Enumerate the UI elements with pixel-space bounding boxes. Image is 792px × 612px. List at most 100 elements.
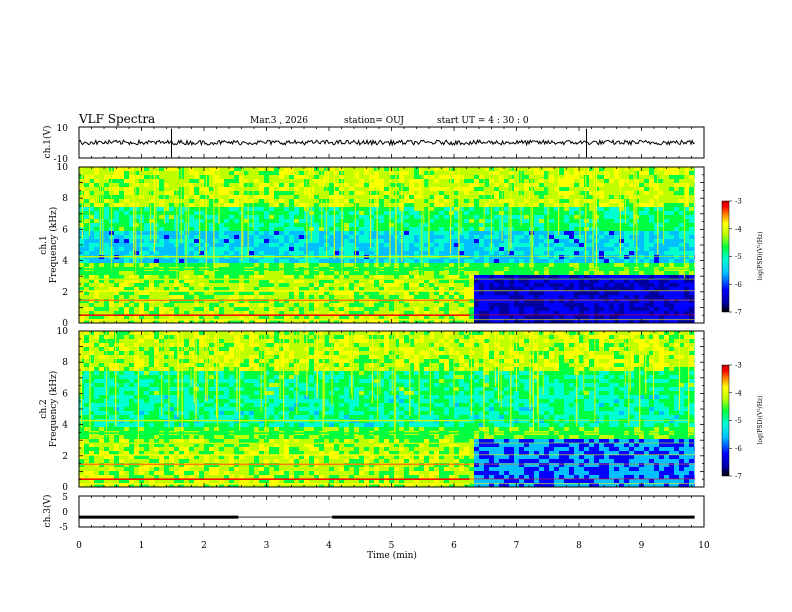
- spectrogram-cell: [94, 303, 99, 307]
- spectrogram-streak: [325, 167, 328, 256]
- spectrogram-cell: [404, 319, 409, 323]
- spectrogram-cell: [669, 255, 674, 259]
- spectrogram-cell: [549, 243, 554, 247]
- spectrogram-cell: [154, 311, 159, 315]
- spectrogram-cell: [144, 275, 149, 279]
- spectrogram-cell: [449, 235, 454, 239]
- spectrogram-cell: [174, 303, 179, 307]
- spectrogram-cell: [414, 215, 419, 219]
- spectrogram-cell: [179, 311, 184, 315]
- spectrogram-cell: [339, 307, 344, 311]
- spectrogram-cell: [359, 211, 364, 215]
- spectrogram-cell: [684, 167, 689, 171]
- spectrogram-cell: [514, 279, 519, 283]
- spectrogram-cell: [434, 239, 439, 243]
- spectrogram-cell: [559, 195, 564, 199]
- spectrogram-cell: [189, 247, 194, 251]
- spectrogram-cell: [79, 195, 84, 199]
- spectrogram-cell: [79, 203, 84, 207]
- spectrogram-cell: [559, 247, 564, 251]
- spectrogram-cell: [459, 303, 464, 307]
- spectrogram-cell: [599, 175, 604, 179]
- spectrogram-cell: [219, 251, 224, 255]
- spectrogram-cell: [589, 215, 594, 219]
- spectrogram-cell: [219, 175, 224, 179]
- spectrogram-cell: [669, 279, 674, 283]
- spectrogram-cell: [434, 311, 439, 315]
- spectrogram-cell: [394, 319, 399, 323]
- spectrogram-cell: [274, 271, 279, 275]
- spectrogram-cell: [394, 295, 399, 299]
- spectrogram-cell: [589, 187, 594, 191]
- spectrogram-cell: [589, 227, 594, 231]
- spectrogram-cell: [424, 243, 429, 247]
- spectrogram-cell: [499, 275, 504, 279]
- spectrogram-cell: [259, 311, 264, 315]
- spectrogram-cell: [569, 167, 574, 171]
- spectrogram-cell: [589, 311, 594, 315]
- spectrogram-cell: [144, 235, 149, 239]
- spectrogram-cell: [619, 319, 624, 323]
- spectrogram-cell: [314, 207, 319, 211]
- spectrogram-cell: [604, 203, 609, 207]
- spectrogram-cell: [124, 235, 129, 239]
- spectrogram-cell: [299, 167, 304, 171]
- spectrogram-cell: [544, 291, 549, 295]
- spectrogram-cell: [574, 263, 579, 267]
- spectrogram-cell: [199, 215, 204, 219]
- spectrogram-cell: [259, 191, 264, 195]
- spectrogram-cell: [224, 219, 229, 223]
- spectrogram-cell: [229, 279, 234, 283]
- spectrogram-cell: [384, 311, 389, 315]
- spectrogram-cell: [214, 175, 219, 179]
- spectrogram-cell: [269, 175, 274, 179]
- spectrogram-cell: [494, 303, 499, 307]
- spectrogram-cell: [684, 211, 689, 215]
- spectrogram-cell: [229, 263, 234, 267]
- spectrogram-cell: [589, 259, 594, 263]
- spectrogram-cell: [254, 271, 259, 275]
- spectrogram-cell: [244, 219, 249, 223]
- spectrogram-cell: [404, 271, 409, 275]
- spectrogram-cell: [334, 283, 339, 287]
- spectrogram-cell: [109, 275, 114, 279]
- spectrogram-cell: [569, 239, 574, 243]
- spectrogram-cell: [499, 299, 504, 303]
- spectrogram-cell: [419, 307, 424, 311]
- spectrogram-cell: [649, 235, 654, 239]
- spectrogram-cell: [514, 199, 519, 203]
- spectrogram-cell: [284, 315, 289, 319]
- spectrogram-cell: [459, 291, 464, 295]
- spectrogram-cell: [164, 195, 169, 199]
- spectrogram-cell: [534, 291, 539, 295]
- spectrogram-cell: [354, 291, 359, 295]
- spectrogram-cell: [254, 251, 259, 255]
- spectrogram-cell: [634, 287, 639, 291]
- spectrogram-cell: [629, 183, 634, 187]
- spectrogram-cell: [379, 167, 384, 171]
- spectrogram-cell: [354, 307, 359, 311]
- spectrogram-cell: [244, 187, 249, 191]
- spectrogram-cell: [559, 259, 564, 263]
- spectrogram-cell: [554, 255, 559, 259]
- spectrogram-cell: [334, 219, 339, 223]
- spectrogram-cell: [269, 231, 274, 235]
- spectrogram-cell: [349, 187, 354, 191]
- spectrogram-cell: [144, 319, 149, 323]
- spectrogram-cell: [129, 259, 134, 263]
- ch1-colorbar-label: log(PSD)(V²/Hz): [757, 232, 764, 281]
- spectrogram-cell: [539, 187, 544, 191]
- spectrogram-cell: [614, 299, 619, 303]
- spectrogram-cell: [389, 315, 394, 319]
- spectrogram-cell: [584, 235, 589, 239]
- spectrogram-cell: [409, 223, 414, 227]
- spectrogram-cell: [449, 279, 454, 283]
- spectrogram-cell: [369, 239, 374, 243]
- spectrogram-cell: [434, 291, 439, 295]
- spectrogram-cell: [464, 307, 469, 311]
- spectrogram-cell: [464, 179, 469, 183]
- spectrogram-cell: [614, 227, 619, 231]
- spectrogram-cell: [634, 279, 639, 283]
- spectrogram-cell: [259, 203, 264, 207]
- spectrogram-cell: [249, 251, 254, 255]
